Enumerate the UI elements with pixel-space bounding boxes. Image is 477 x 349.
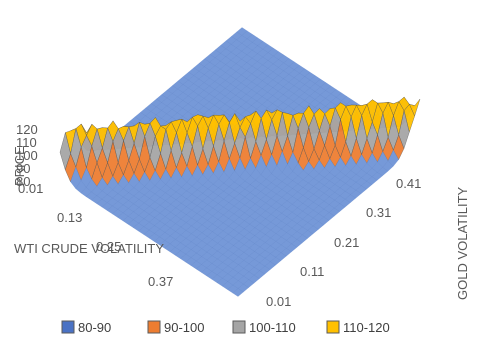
price-tick-label: 120 — [16, 122, 38, 137]
legend-swatch — [147, 320, 161, 334]
gold-tick-label: 0.41 — [396, 176, 421, 191]
gold-tick-label: 0.21 — [334, 235, 359, 250]
wti-tick-label: 0.37 — [148, 274, 173, 289]
price-tick-label: 90 — [16, 161, 30, 176]
price-tick-label: 80 — [16, 174, 30, 189]
gold-tick-label: 0.31 — [366, 205, 391, 220]
legend-swatch — [61, 320, 75, 334]
legend-label: 110-120 — [343, 320, 390, 335]
wti-tick-label: 0.13 — [57, 210, 82, 225]
legend: 80-90 90-100 100-110 110-120 — [61, 320, 390, 335]
gold-axis: 0.01 0.11 0.21 0.31 0.41 GOLD VOLATILITY — [266, 176, 470, 309]
legend-label: 90-100 — [164, 320, 204, 335]
price-tick-label: 110 — [16, 135, 37, 150]
gold-tick-label: 0.11 — [300, 264, 324, 279]
legend-swatch — [232, 320, 246, 334]
price-axis-title: PRICE — [12, 146, 27, 186]
wti-tick-label: 0.01 — [18, 181, 43, 196]
legend-swatch — [326, 320, 340, 334]
surface-cell — [232, 288, 244, 297]
wti-axis: 0.01 0.13 0.25 0.37 WTI CRUDE VOLATILITY — [14, 181, 173, 289]
price-tick-label: 100 — [16, 148, 38, 163]
wti-axis-title: WTI CRUDE VOLATILITY — [14, 241, 164, 256]
surface-plot — [59, 27, 421, 297]
legend-label: 100-110 — [249, 320, 296, 335]
gold-axis-title: GOLD VOLATILITY — [455, 186, 470, 300]
gold-tick-label: 0.01 — [266, 294, 291, 309]
wti-tick-label: 0.25 — [96, 239, 121, 254]
legend-label: 80-90 — [78, 320, 111, 335]
